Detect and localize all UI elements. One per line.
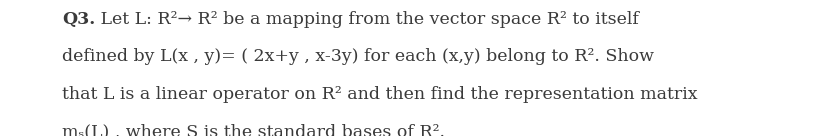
Text: defined by L(x , y)= ( 2x+y , x-3y) for each (x,y) belong to R². Show: defined by L(x , y)= ( 2x+y , x-3y) for …: [62, 48, 653, 65]
Text: that L is a linear operator on R² and then find the representation matrix: that L is a linear operator on R² and th…: [62, 86, 697, 103]
Text: Let L: R²→ R² be a mapping from the vector space R² to itself: Let L: R²→ R² be a mapping from the vect…: [95, 11, 638, 28]
Text: mₛ(L) , where S is the standard bases of R².: mₛ(L) , where S is the standard bases of…: [62, 123, 445, 136]
Text: Q3.: Q3.: [62, 11, 95, 28]
